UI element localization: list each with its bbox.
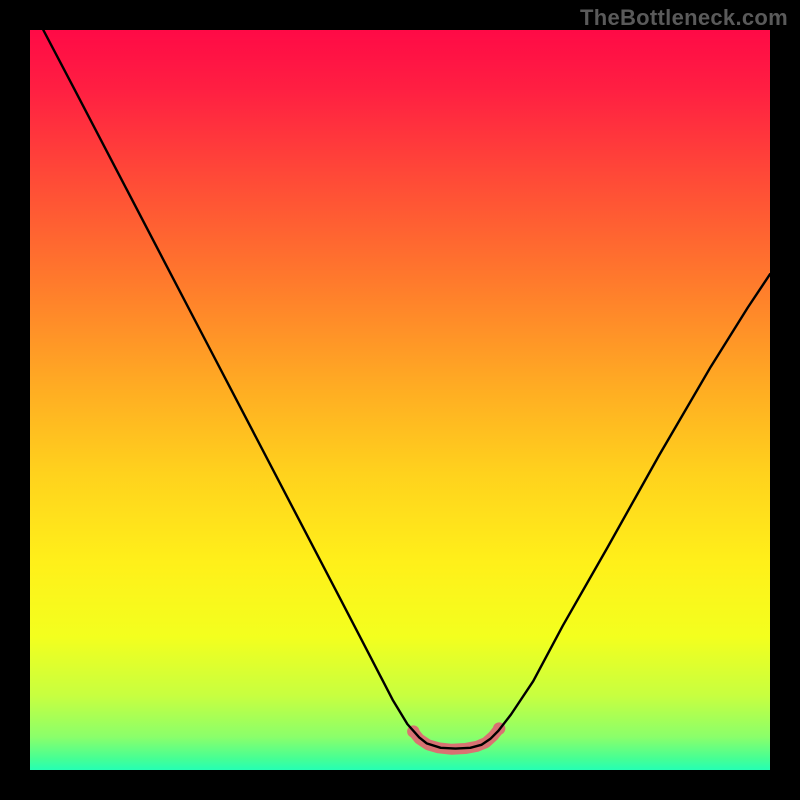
chart-svg bbox=[0, 0, 800, 800]
chart-stage: TheBottleneck.com bbox=[0, 0, 800, 800]
watermark-label: TheBottleneck.com bbox=[580, 5, 788, 31]
plot-background bbox=[30, 30, 770, 770]
